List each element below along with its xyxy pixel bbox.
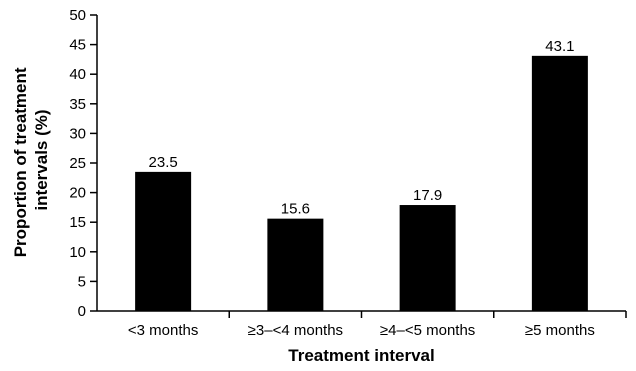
x-tick-label-1: <3 months xyxy=(128,322,198,339)
y-axis-title: Proportion of treatment intervals (%) xyxy=(11,63,51,258)
y-tick-label-45: 45 xyxy=(69,37,86,54)
y-tick-label-0: 0 xyxy=(78,303,86,320)
y-tick-label-25: 25 xyxy=(69,155,86,172)
bar-3 xyxy=(399,205,456,311)
x-tick-label-3: ≥4–<5 months xyxy=(380,322,475,339)
y-axis-title-line-2: intervals (%) xyxy=(32,109,51,210)
y-tick-label-40: 40 xyxy=(69,66,86,83)
x-axis-title: Treatment interval xyxy=(288,346,434,365)
y-tick-label-10: 10 xyxy=(69,244,86,261)
data-label-3: 17.9 xyxy=(413,187,442,204)
bar-2 xyxy=(267,218,324,311)
x-axis: <3 months ≥3–<4 months ≥4–<5 months ≥5 mont… xyxy=(97,310,627,339)
y-tick-label-50: 50 xyxy=(69,7,86,24)
data-labels: 23.5 15.6 17.9 43.1 xyxy=(149,38,575,218)
bar-4 xyxy=(531,55,588,312)
x-tick-label-4: ≥5 months xyxy=(525,322,595,339)
y-axis: 0 5 10 15 20 25 30 35 40 45 50 xyxy=(69,7,98,320)
bar-1 xyxy=(135,171,192,311)
x-tick-label-2: ≥3–<4 months xyxy=(248,322,343,339)
data-label-2: 15.6 xyxy=(281,201,310,218)
y-tick-label-30: 30 xyxy=(69,125,86,142)
data-label-4: 43.1 xyxy=(545,38,574,55)
y-tick-label-5: 5 xyxy=(78,273,86,290)
data-label-1: 23.5 xyxy=(149,154,178,171)
y-tick-label-15: 15 xyxy=(69,214,86,231)
y-axis-title-line-1: Proportion of treatment xyxy=(11,67,30,257)
y-tick-label-35: 35 xyxy=(69,96,86,113)
y-tick-label-20: 20 xyxy=(69,185,86,202)
bars xyxy=(135,55,588,312)
